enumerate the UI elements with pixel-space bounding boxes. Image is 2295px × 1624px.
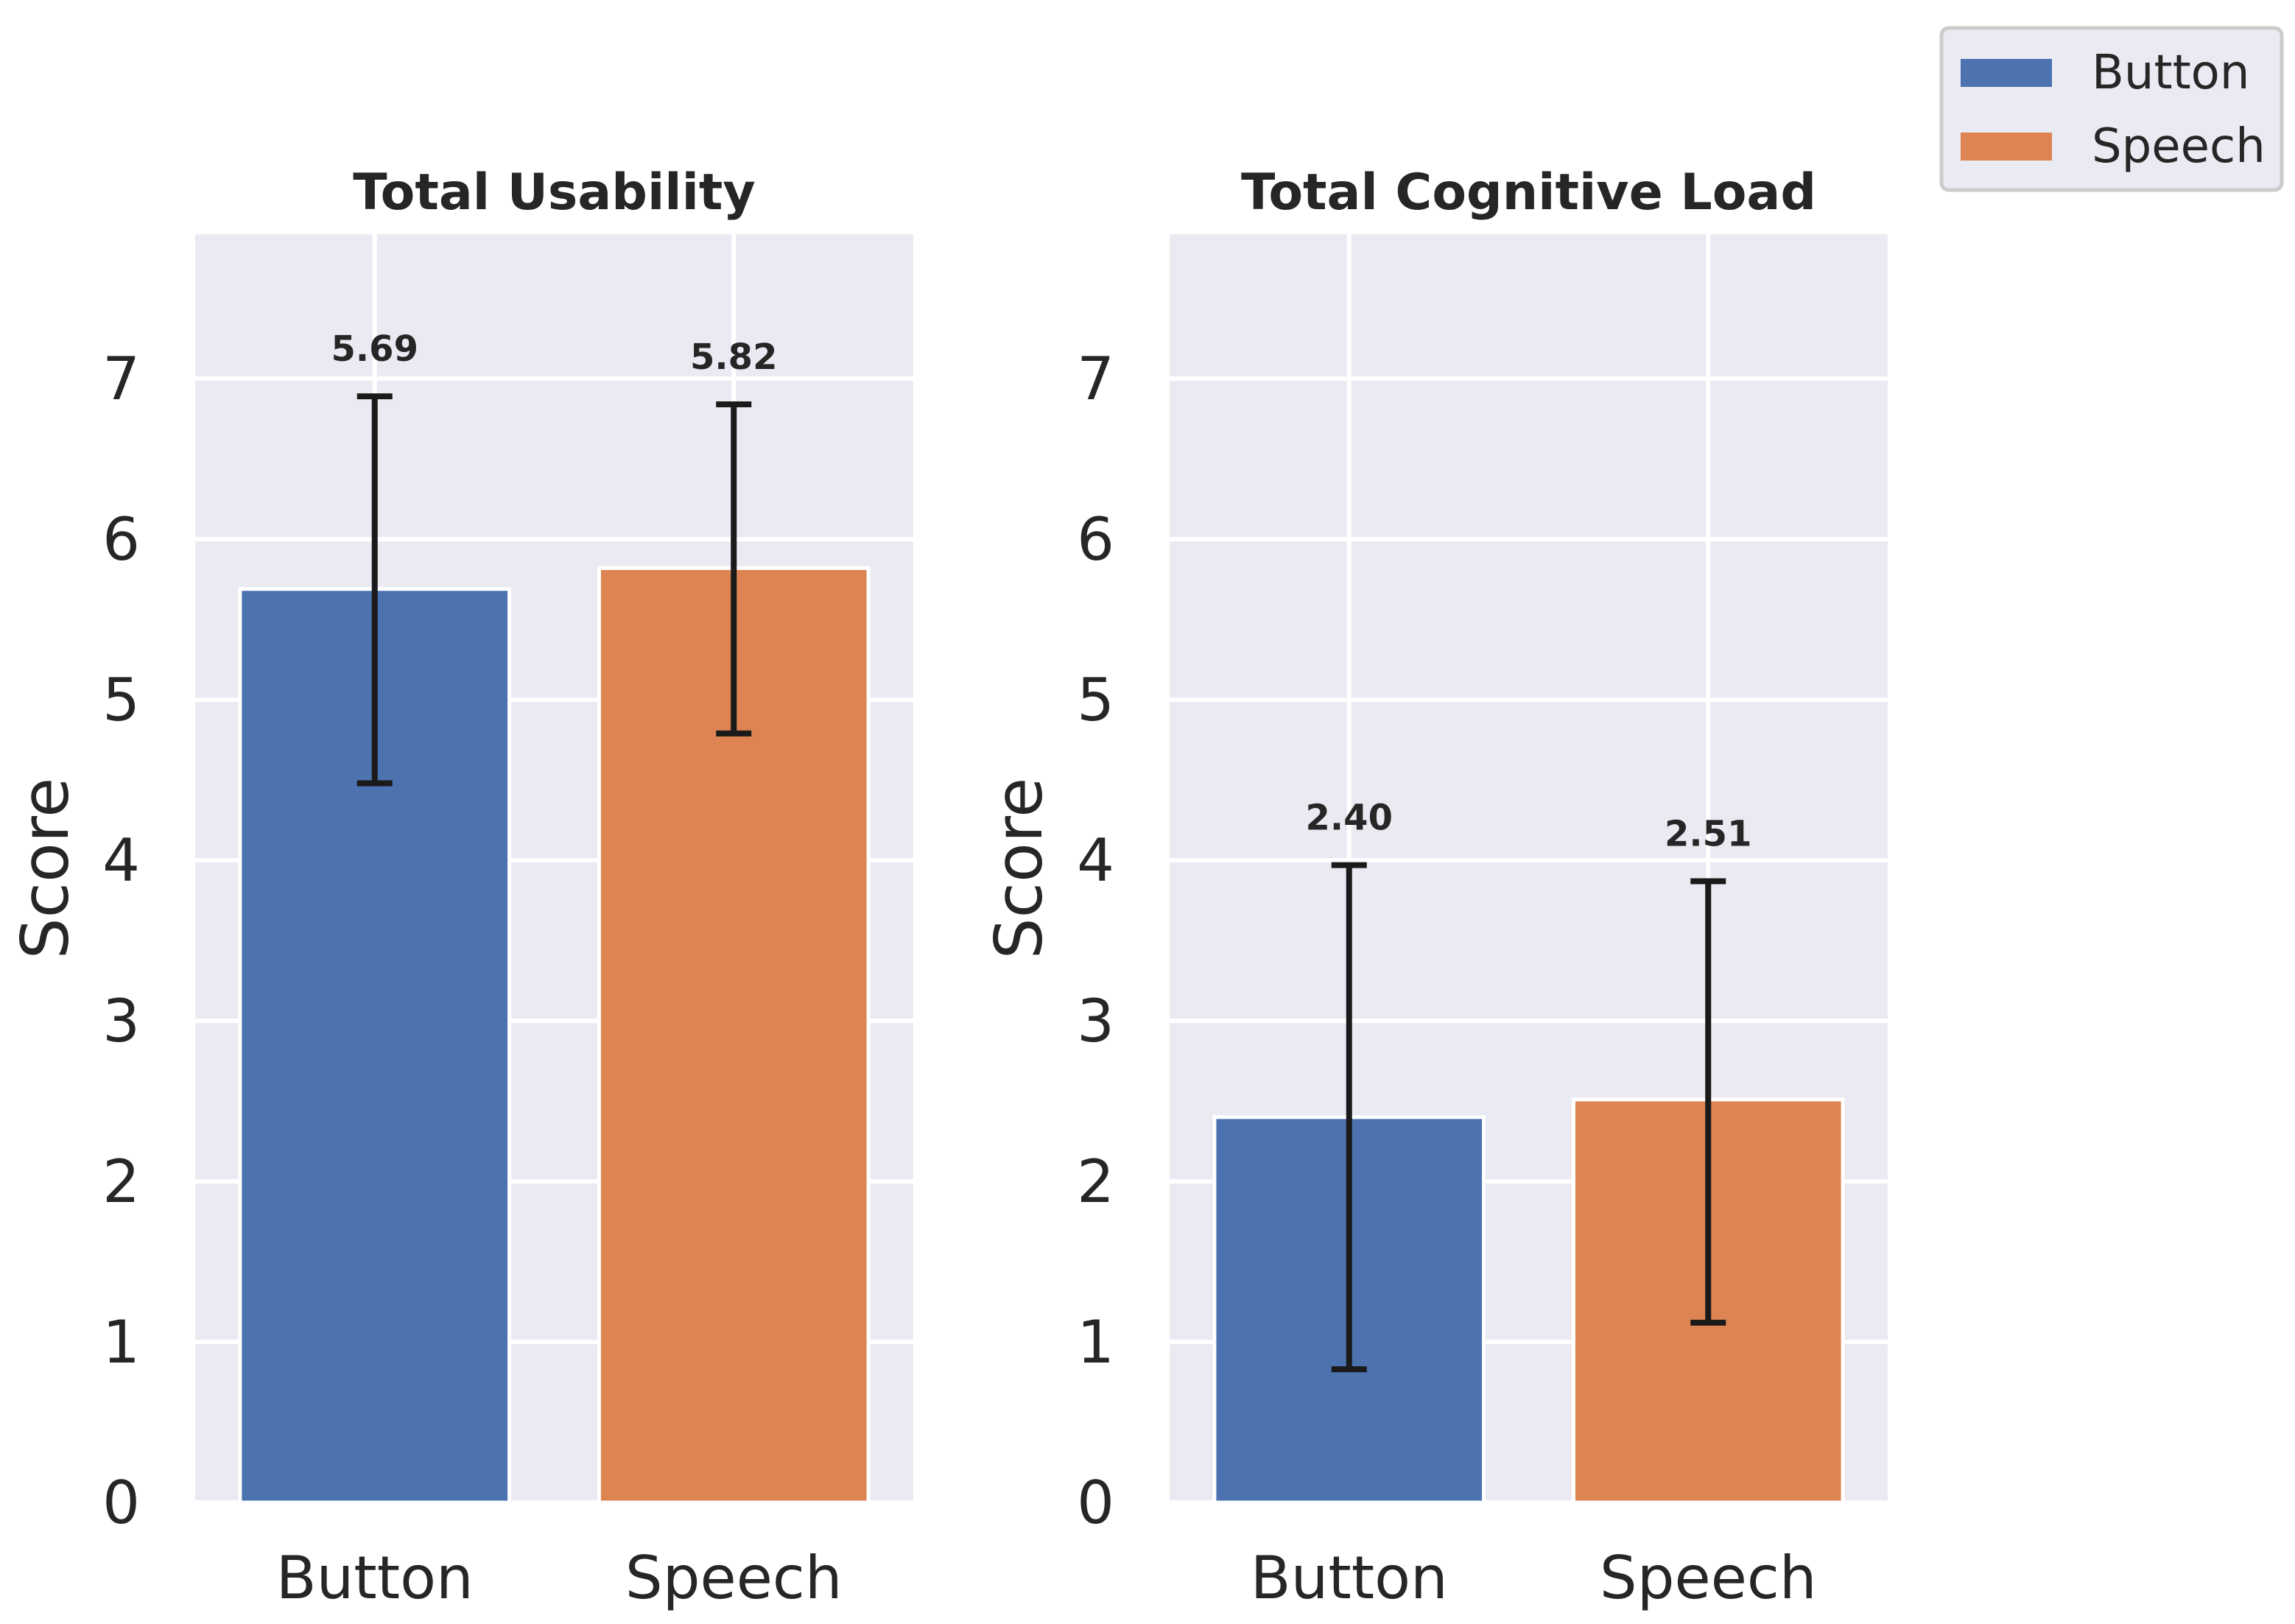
- legend-label-button: Button: [2092, 46, 2249, 100]
- y-tick-label: 5: [1077, 666, 1114, 734]
- y-tick-label: 7: [1077, 345, 1114, 413]
- data-label-button: 2.40: [1306, 798, 1393, 839]
- panel-title: Total Usability: [353, 164, 755, 222]
- y-tick-label: 4: [102, 826, 140, 895]
- legend-swatch-speech: [1961, 133, 2052, 161]
- y-tick-label: 7: [102, 345, 140, 413]
- y-tick-label: 5: [102, 666, 140, 734]
- y-tick-label: 0: [1077, 1469, 1114, 1537]
- y-tick-label: 2: [102, 1147, 140, 1216]
- data-label-speech: 5.82: [690, 337, 777, 378]
- data-label-button: 5.69: [331, 328, 418, 370]
- y-tick-label: 1: [1077, 1308, 1114, 1377]
- y-tick-label: 4: [1077, 826, 1114, 895]
- legend-label-speech: Speech: [2092, 119, 2266, 174]
- y-axis-label: Score: [7, 778, 83, 959]
- x-tick-label-button: Button: [276, 1544, 474, 1612]
- x-tick-label-speech: Speech: [625, 1544, 843, 1612]
- panel-title: Total Cognitive Load: [1241, 164, 1816, 222]
- y-tick-label: 3: [102, 987, 140, 1055]
- y-tick-label: 2: [1077, 1147, 1114, 1216]
- x-tick-label-speech: Speech: [1600, 1544, 1817, 1612]
- y-tick-label: 6: [102, 505, 140, 574]
- y-tick-label: 1: [102, 1308, 140, 1377]
- y-tick-label: 0: [102, 1469, 140, 1537]
- y-axis-label: Score: [981, 778, 1057, 959]
- y-tick-label: 3: [1077, 987, 1114, 1055]
- legend-swatch-button: [1961, 59, 2052, 87]
- data-label-speech: 2.51: [1665, 813, 1751, 854]
- x-tick-label-button: Button: [1251, 1544, 1448, 1612]
- y-tick-label: 6: [1077, 505, 1114, 574]
